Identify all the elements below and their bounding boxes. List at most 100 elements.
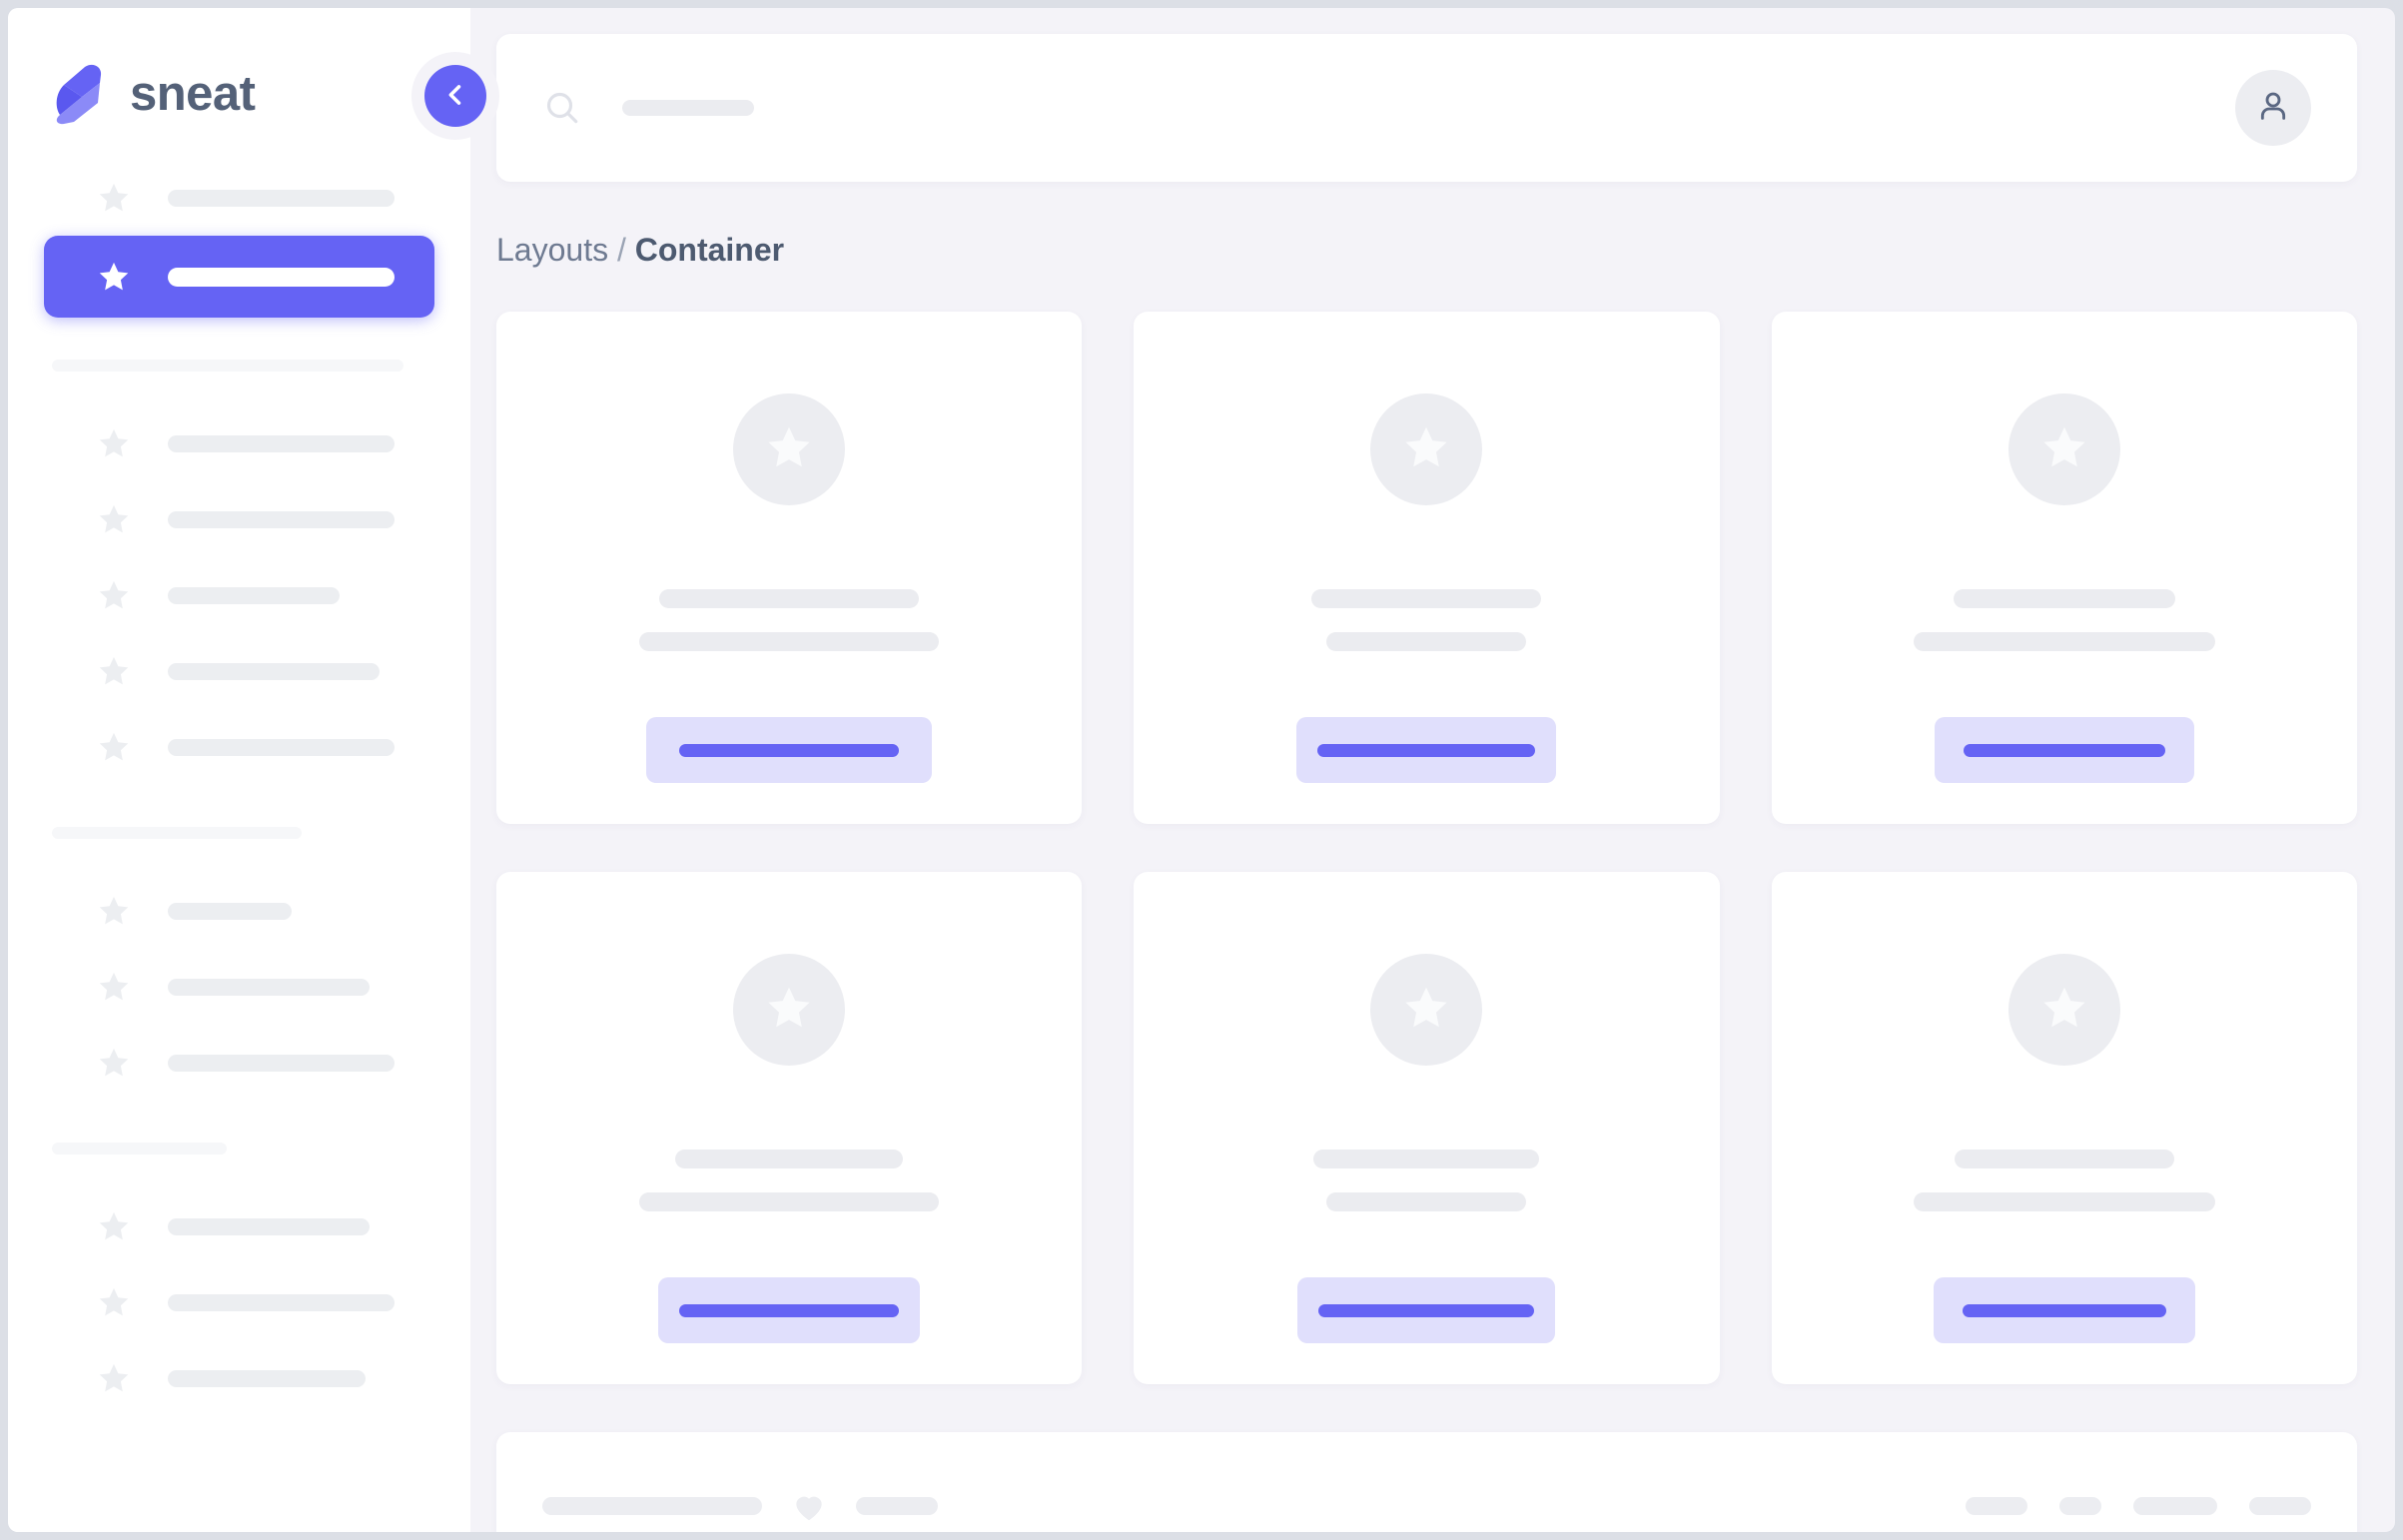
sidebar-item-11[interactable] [44, 1264, 434, 1340]
footer-links [1966, 1497, 2311, 1515]
search-bar[interactable] [542, 88, 2235, 128]
card-avatar [2007, 954, 2120, 1066]
sidebar-nav [8, 140, 470, 1416]
main-content: Layouts / Container [470, 8, 2395, 1532]
footer-credit-suffix [856, 1497, 938, 1515]
star-icon [96, 577, 132, 613]
card-action-button[interactable] [1297, 1277, 1556, 1343]
card-action-button[interactable] [646, 717, 933, 783]
footer-credit [542, 1487, 938, 1525]
sidebar-item-4[interactable] [44, 557, 434, 633]
card-title-placeholder [1954, 1150, 2174, 1168]
star-icon [96, 729, 132, 765]
card-avatar [733, 954, 846, 1066]
card-subtitle-placeholder [1913, 1192, 2215, 1211]
brand-name: sneat [130, 66, 256, 121]
card-action-button-label [1318, 1303, 1535, 1317]
sidebar-item-2[interactable] [44, 405, 434, 481]
brand[interactable]: sneat [8, 8, 470, 140]
star-icon [96, 1360, 132, 1396]
footer [496, 1432, 2357, 1532]
footer-link-0[interactable] [1966, 1497, 2027, 1515]
card-action-button-label [1317, 743, 1536, 757]
card-title-placeholder [1313, 1150, 1540, 1168]
sidebar-item-0[interactable] [44, 160, 434, 236]
sidebar-item-3[interactable] [44, 481, 434, 557]
footer-link-3[interactable] [2249, 1497, 2311, 1515]
card-action-button[interactable] [658, 1277, 921, 1343]
star-icon [96, 180, 132, 216]
star-icon [96, 653, 132, 689]
account-avatar[interactable] [2235, 70, 2311, 146]
footer-credit-text [542, 1497, 762, 1515]
topbar [496, 34, 2357, 182]
sidebar-item-label [168, 586, 340, 604]
card-subtitle-placeholder [1913, 632, 2215, 651]
card-avatar [2007, 393, 2120, 505]
card-avatar [1370, 393, 1483, 505]
sidebar-item-6[interactable] [44, 709, 434, 785]
footer-link-1[interactable] [2059, 1497, 2101, 1515]
sidebar-item-8[interactable] [44, 949, 434, 1025]
star-icon [96, 969, 132, 1005]
sidebar-item-12[interactable] [44, 1340, 434, 1416]
star-icon [2038, 421, 2090, 478]
sidebar-item-10[interactable] [44, 1188, 434, 1264]
sidebar-section-divider [52, 1143, 227, 1155]
sidebar-item-label [168, 1369, 366, 1387]
card-action-button-label [679, 1303, 900, 1317]
star-icon [2038, 982, 2090, 1039]
breadcrumb-separator: / [616, 232, 626, 268]
sidebar-item-label [168, 510, 395, 528]
card-title-placeholder [675, 1150, 904, 1168]
card-action-button-label [1962, 1303, 2166, 1317]
sneat-logo-icon [52, 63, 108, 125]
card-avatar [733, 393, 846, 505]
sidebar-item-7[interactable] [44, 873, 434, 949]
sidebar-collapse-button[interactable] [424, 65, 486, 127]
card-subtitle-placeholder [1326, 1192, 1527, 1211]
sidebar-item-5[interactable] [44, 633, 434, 709]
sidebar-item-label [168, 434, 395, 452]
content-card [496, 312, 1083, 824]
star-icon [763, 982, 815, 1039]
sidebar-item-label [168, 1217, 370, 1235]
card-avatar [1370, 954, 1483, 1066]
card-subtitle-placeholder [639, 632, 940, 651]
sidebar-item-label [168, 1054, 395, 1072]
card-subtitle-placeholder [639, 1192, 940, 1211]
star-icon [96, 259, 132, 295]
card-action-button[interactable] [1296, 717, 1557, 783]
user-icon [2253, 86, 2293, 131]
card-action-button-label [679, 743, 900, 757]
sidebar-collapse-ring [411, 52, 499, 140]
app-window: sneat [8, 8, 2395, 1532]
sidebar-item-9[interactable] [44, 1025, 434, 1101]
heart-icon [790, 1487, 828, 1525]
content-card [496, 872, 1083, 1384]
sidebar: sneat [8, 8, 499, 1532]
card-title-placeholder [1953, 589, 2175, 608]
search-input[interactable] [622, 100, 754, 116]
breadcrumb-current: Container [634, 232, 785, 268]
footer-link-2[interactable] [2133, 1497, 2217, 1515]
sidebar-section-divider [52, 827, 302, 839]
sidebar-section-divider [52, 360, 403, 372]
card-grid [496, 312, 2357, 1384]
breadcrumb-parent[interactable]: Layouts [496, 232, 609, 268]
card-subtitle-placeholder [1326, 632, 1527, 651]
star-icon [96, 501, 132, 537]
card-action-button[interactable] [1933, 1277, 2195, 1343]
card-action-button-label [1963, 743, 2165, 757]
sidebar-item-label [168, 267, 395, 287]
star-icon [1400, 421, 1452, 478]
breadcrumb: Layouts / Container [496, 234, 2357, 266]
sidebar-item-label [168, 1293, 395, 1311]
sidebar-item-label [168, 189, 395, 207]
sidebar-item-1[interactable] [44, 236, 434, 318]
card-action-button[interactable] [1934, 717, 2194, 783]
sidebar-item-label [168, 662, 380, 680]
star-icon [1400, 982, 1452, 1039]
star-icon [96, 1045, 132, 1081]
content-card [1771, 312, 2357, 824]
